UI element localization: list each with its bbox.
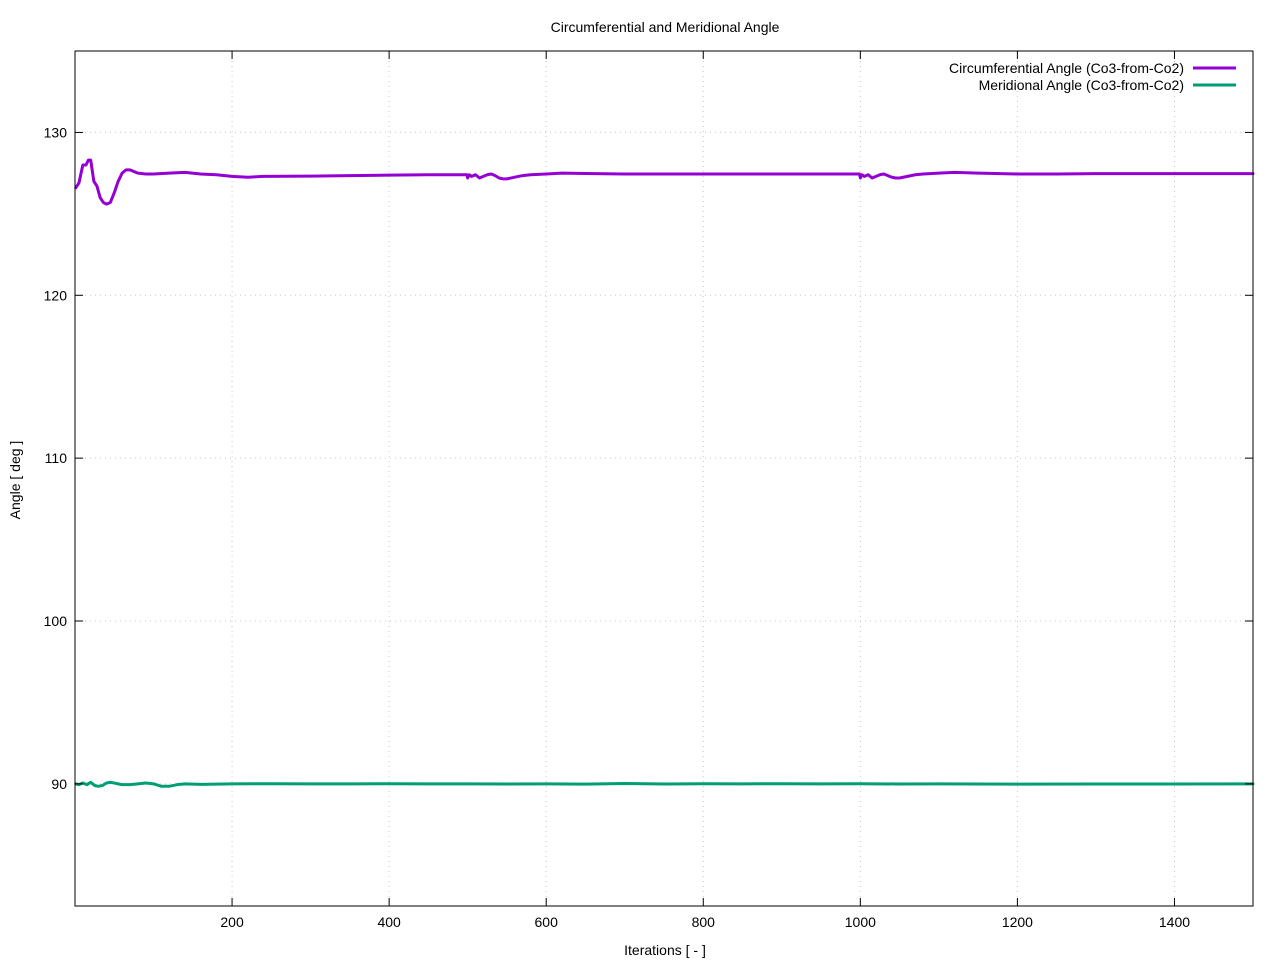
x-tick-label: 1400: [1159, 914, 1190, 930]
y-axis-label: Angle [ deg ]: [7, 441, 23, 520]
x-tick-label: 1200: [1002, 914, 1033, 930]
y-tick-label: 100: [44, 613, 68, 629]
x-tick-label: 200: [220, 914, 244, 930]
series-line-2: [74, 780, 1255, 788]
chart-title: Circumferential and Meridional Angle: [551, 19, 780, 35]
legend-label-2: Meridional Angle (Co3-from-Co2): [979, 77, 1184, 93]
y-tick-label: 110: [45, 450, 68, 466]
x-tick-label: 1000: [845, 914, 876, 930]
series-line-1: [74, 158, 1255, 206]
legend-label-1: Circumferential Angle (Co3-from-Co2): [949, 60, 1184, 76]
series-lines: [74, 158, 1255, 788]
y-tick-label: 130: [44, 124, 68, 140]
x-tick-label: 400: [377, 914, 401, 930]
y-tick-label: 120: [44, 287, 68, 303]
x-tick-label: 800: [692, 914, 716, 930]
x-tick-label: 600: [535, 914, 559, 930]
plot-frame: [74, 50, 1254, 907]
y-tick-label: 90: [51, 776, 67, 792]
axis-ticks: 200 400 600 800 1000 1200 1400 90 100 110 120 130: [44, 51, 1253, 930]
legend: Circumferential Angle (Co3-from-Co2)Meri…: [949, 60, 1236, 93]
x-axis-label: Iterations [ - ]: [624, 942, 706, 958]
